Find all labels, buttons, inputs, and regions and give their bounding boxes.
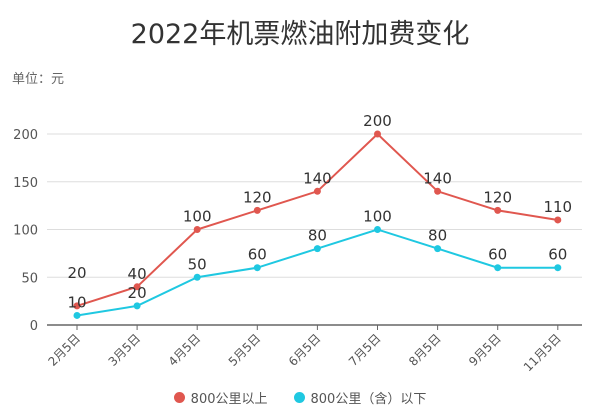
legend-marker-icon — [293, 392, 305, 403]
data-label: 140 — [303, 169, 332, 187]
data-point — [133, 302, 141, 310]
x-tick-label: 4月5日 — [166, 331, 204, 369]
data-label: 120 — [483, 188, 512, 206]
data-label: 80 — [308, 227, 327, 245]
data-point — [554, 264, 562, 272]
chart-title: 2022年机票燃油附加费变化 — [130, 19, 470, 50]
data-label: 40 — [128, 265, 147, 283]
legend-marker-icon — [173, 392, 185, 403]
data-label: 60 — [248, 246, 267, 264]
x-tick-label: 3月5日 — [106, 331, 144, 369]
data-label: 50 — [188, 255, 207, 273]
data-label: 100 — [363, 208, 392, 226]
legend-item-0[interactable]: 800公里以上 — [173, 388, 268, 407]
data-label: 100 — [183, 208, 212, 226]
data-point — [193, 226, 201, 233]
legend-item-1[interactable]: 800公里（含）以下 — [293, 388, 427, 407]
x-tick-label: 8月5日 — [406, 331, 444, 369]
data-point — [253, 264, 261, 272]
y-tick-label: 200 — [13, 128, 38, 143]
data-label: 110 — [543, 198, 572, 216]
data-point — [434, 187, 442, 195]
x-tick-label: 9月5日 — [466, 331, 504, 369]
data-point — [494, 206, 502, 214]
x-tick-label: 5月5日 — [226, 331, 264, 369]
data-point — [193, 273, 201, 281]
data-point — [374, 130, 381, 138]
y-tick-label: 50 — [21, 271, 38, 286]
data-label: 120 — [243, 188, 272, 206]
data-point — [494, 264, 502, 272]
y-tick-label: 100 — [13, 224, 38, 239]
data-label: 60 — [488, 246, 507, 264]
x-tick-label: 7月5日 — [346, 331, 384, 369]
x-tick-label: 2月5日 — [45, 331, 83, 369]
data-point — [313, 187, 321, 195]
data-point — [133, 283, 141, 291]
data-point — [253, 206, 261, 214]
legend: 800公里以上 800公里（含）以下 — [0, 388, 600, 407]
data-point — [73, 311, 81, 319]
data-point — [73, 302, 81, 310]
unit-label: 单位：元 — [12, 72, 65, 87]
data-point — [313, 245, 321, 253]
data-label: 20 — [128, 284, 147, 302]
data-label: 200 — [363, 112, 392, 130]
data-label: 140 — [423, 169, 452, 187]
data-label: 20 — [67, 264, 86, 282]
data-label: 60 — [548, 246, 567, 264]
y-tick-label: 0 — [30, 319, 38, 334]
data-point — [554, 216, 562, 224]
data-label: 10 — [67, 293, 86, 311]
x-tick-label: 6月5日 — [286, 331, 324, 369]
legend-label: 800公里（含）以下 — [310, 392, 427, 407]
y-tick-label: 150 — [13, 176, 38, 191]
legend-label: 800公里以上 — [190, 392, 268, 407]
series-line-0 — [76, 132, 558, 307]
data-label: 80 — [428, 227, 447, 245]
x-tick-label: 11月5日 — [521, 331, 564, 374]
data-point — [374, 226, 381, 233]
data-point — [434, 245, 442, 253]
